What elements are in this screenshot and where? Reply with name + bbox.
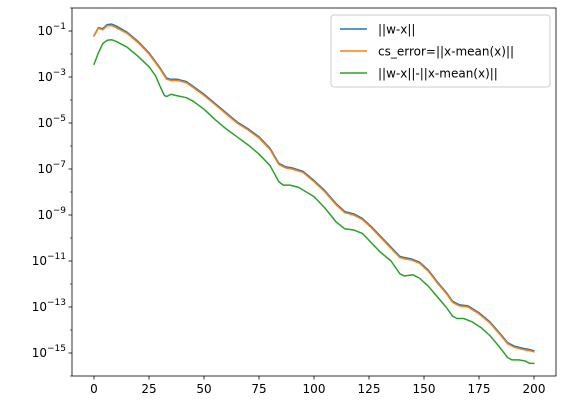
y-tick-label: 10−9 bbox=[37, 206, 66, 222]
y-tick-label: 10−13 bbox=[32, 298, 66, 314]
y-tick-label-base: 10 bbox=[32, 346, 47, 360]
y-tick-label-base: 10 bbox=[37, 116, 52, 130]
y-tick-label-exponent: −5 bbox=[53, 114, 66, 124]
y-tick-label: 10−5 bbox=[37, 114, 66, 130]
y-tick-label-base: 10 bbox=[37, 70, 52, 84]
y-tick-label: 10−15 bbox=[32, 344, 66, 360]
x-tick-label: 125 bbox=[358, 382, 381, 396]
y-tick-label: 10−7 bbox=[37, 160, 66, 176]
y-tick-label-base: 10 bbox=[37, 208, 52, 222]
y-tick-label-exponent: −7 bbox=[53, 160, 66, 170]
y-tick-label-exponent: −11 bbox=[47, 252, 66, 262]
legend-label: ||w-x||-||x-mean(x)|| bbox=[378, 67, 498, 81]
y-tick-label-exponent: −15 bbox=[47, 344, 66, 354]
y-tick-label-base: 10 bbox=[37, 162, 52, 176]
y-tick-label-exponent: −1 bbox=[53, 22, 66, 32]
legend-label: cs_error=||x-mean(x)|| bbox=[378, 45, 514, 59]
x-tick-label: 150 bbox=[413, 382, 436, 396]
legend-label: ||w-x|| bbox=[378, 23, 415, 37]
y-tick-label-exponent: −13 bbox=[47, 298, 66, 308]
x-tick-label: 0 bbox=[90, 382, 98, 396]
x-tick-label: 175 bbox=[468, 382, 491, 396]
y-tick-label: 10−3 bbox=[37, 68, 66, 84]
x-tick-label: 75 bbox=[251, 382, 266, 396]
y-tick-label-exponent: −3 bbox=[53, 68, 66, 78]
series-line-3 bbox=[94, 40, 534, 364]
y-tick-label: 10−11 bbox=[32, 252, 66, 268]
x-tick-label: 100 bbox=[303, 382, 326, 396]
y-tick-label-base: 10 bbox=[32, 254, 47, 268]
y-tick-label-exponent: −9 bbox=[53, 206, 67, 216]
x-tick-label: 50 bbox=[196, 382, 211, 396]
y-tick-label-base: 10 bbox=[37, 24, 52, 38]
x-axis: 0 25 50 75 100 125 150 175 200 bbox=[90, 376, 545, 396]
y-tick-label: 10−1 bbox=[37, 22, 66, 38]
legend: ||w-x|| cs_error=||x-mean(x)|| ||w-x||-||x… bbox=[331, 15, 550, 87]
y-tick-label-base: 10 bbox=[32, 300, 47, 314]
x-tick-label: 25 bbox=[141, 382, 156, 396]
x-tick-label: 200 bbox=[523, 382, 546, 396]
